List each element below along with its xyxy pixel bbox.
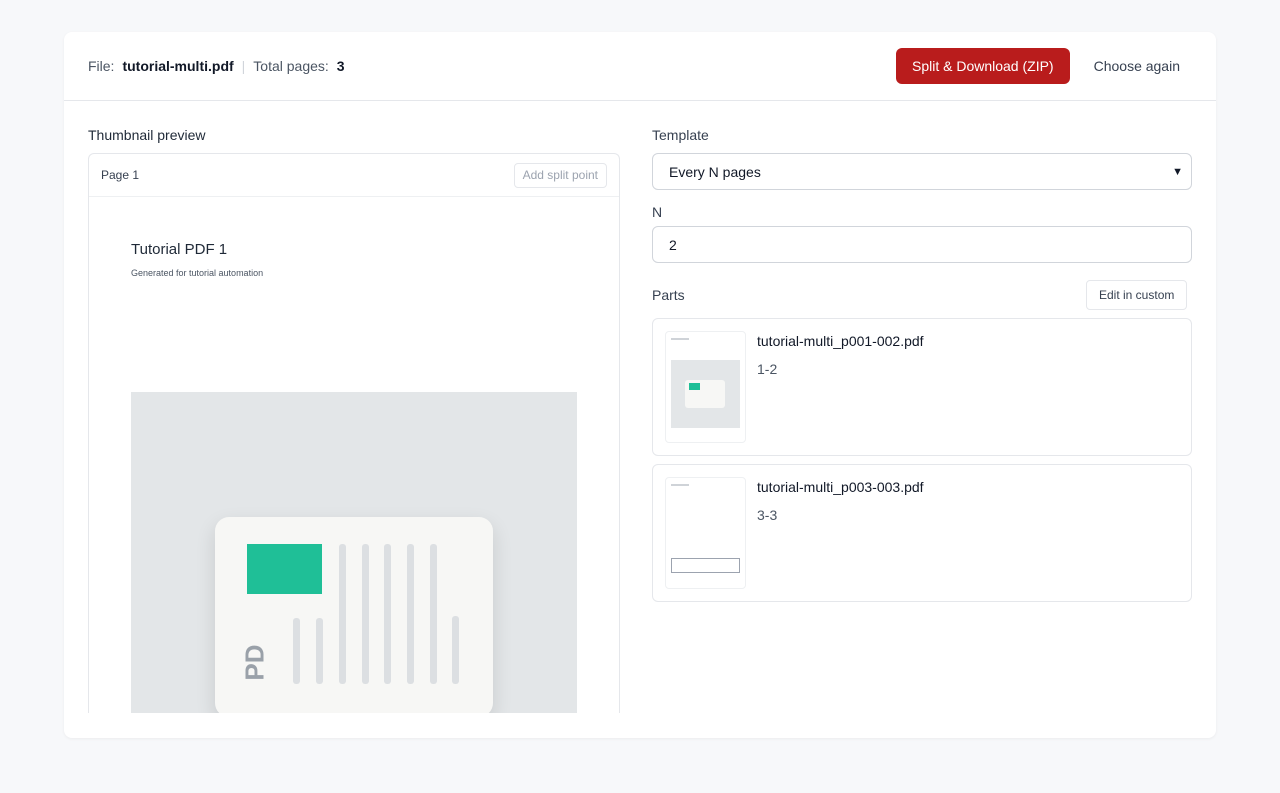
file-name: tutorial-multi.pdf xyxy=(122,58,234,74)
template-value: Every N pages xyxy=(669,163,761,180)
parts-label: Parts xyxy=(652,287,685,303)
part-filename: tutorial-multi_p001-002.pdf xyxy=(757,333,924,349)
template-label: Template xyxy=(652,127,709,143)
green-block xyxy=(247,544,322,594)
add-split-point-button[interactable]: Add split point xyxy=(513,162,607,188)
part-thumbnail xyxy=(665,477,746,589)
template-select[interactable]: Every N pages ▼ xyxy=(652,153,1192,190)
part-range: 1-2 xyxy=(757,361,778,377)
chevron-down-icon: ▼ xyxy=(1172,165,1183,178)
n-value: 2 xyxy=(669,236,677,253)
n-label: N xyxy=(652,204,663,220)
page-label: Page 1 xyxy=(101,168,140,182)
split-download-button[interactable]: Split & Download (ZIP) xyxy=(895,48,1070,84)
part-item: tutorial-multi_p001-002.pdf 1-2 xyxy=(652,318,1192,456)
separator: | xyxy=(241,58,246,74)
pdf-logo-text: PD xyxy=(239,644,270,681)
part-range: 3-3 xyxy=(757,507,778,523)
edit-in-custom-button[interactable]: Edit in custom xyxy=(1086,280,1188,310)
file-label: File: xyxy=(88,58,115,74)
split-panel: File: tutorial-multi.pdf | Total pages: … xyxy=(64,32,1216,738)
thumbnail-preview-title: Thumbnail preview xyxy=(88,127,206,143)
file-header: File: tutorial-multi.pdf | Total pages: … xyxy=(64,32,1216,101)
pdf-title: Tutorial PDF 1 xyxy=(131,241,228,258)
n-input[interactable]: 2 xyxy=(652,226,1192,263)
page-preview[interactable]: Page 1 Add split point Tutorial PDF 1 Ge… xyxy=(88,153,620,713)
choose-again-button[interactable]: Choose again xyxy=(1082,58,1192,74)
pdf-illustration-image: PD xyxy=(131,392,577,713)
part-thumbnail xyxy=(665,331,746,443)
total-pages-value: 3 xyxy=(336,58,345,74)
part-filename: tutorial-multi_p003-003.pdf xyxy=(757,479,924,495)
pdf-subtitle: Generated for tutorial automation xyxy=(131,268,264,278)
total-pages-label: Total pages: xyxy=(253,58,329,74)
part-item: tutorial-multi_p003-003.pdf 3-3 xyxy=(652,464,1192,602)
